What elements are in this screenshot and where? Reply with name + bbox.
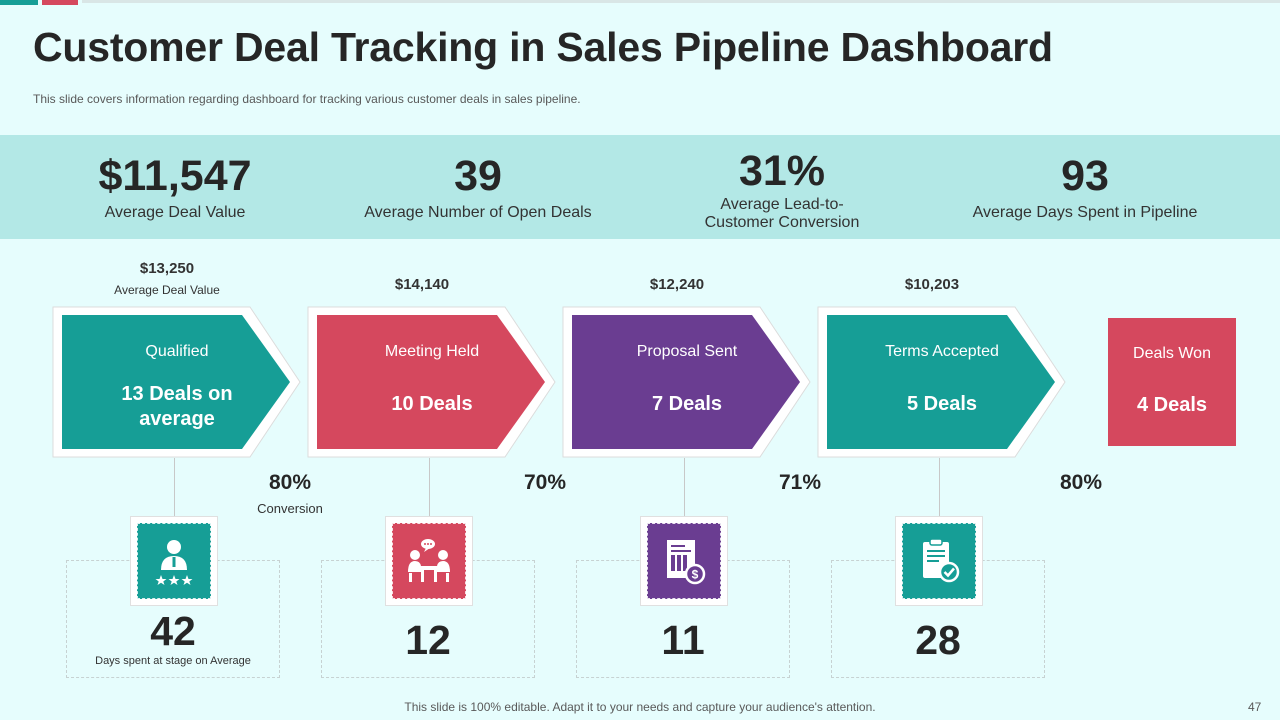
stage-deals: 13 Deals on average (121, 383, 233, 430)
conversion-label: Conversion (257, 501, 323, 516)
kpi-label: Average Number of Open Deals (364, 204, 592, 221)
page-number: 47 (1248, 700, 1262, 714)
stage-icon-frame (130, 516, 218, 606)
deals-won-count: 4 Deals (1136, 394, 1208, 416)
arrow-shape (817, 306, 1066, 458)
top-accent-line (82, 0, 1280, 3)
stage-deals: 5 Deals (906, 393, 978, 415)
stage-arrow-terms-accepted: Terms Accepted 5 Deals (817, 306, 1067, 458)
page-title: Customer Deal Tracking in Sales Pipeline… (33, 24, 1053, 70)
deals-won-box: Deals Won 4 Deals (1108, 318, 1236, 446)
approved-document-icon (902, 523, 976, 599)
kpi-lead-conversion: 31% Average Lead-to- Customer Conversion (632, 150, 932, 233)
stage-icon-frame: $ (640, 516, 728, 606)
stage-icon-frame (385, 516, 473, 606)
conversion-rate-4: 80% (1059, 471, 1103, 494)
stage-arrow-qualified: Qualified 13 Deals on average (52, 306, 302, 458)
businessman-rating-icon (137, 523, 211, 599)
days-label: Days spent at stage on Average (95, 655, 251, 667)
top-accent-teal (0, 0, 38, 5)
kpi-value: $11,547 (98, 152, 252, 200)
arrow-shape (52, 306, 301, 458)
connector-line (684, 458, 685, 518)
kpi-label: Average Lead-to- Customer Conversion (704, 196, 860, 232)
kpi-band: $11,547 Average Deal Value 39 Average Nu… (0, 135, 1280, 239)
kpi-label: Average Days Spent in Pipeline (972, 204, 1198, 221)
connector-line (174, 458, 175, 518)
kpi-label: Average Deal Value (104, 204, 246, 221)
kpi-value: 93 (1061, 152, 1109, 200)
meeting-table-icon (392, 523, 466, 599)
days-value-meeting: 12 (405, 617, 451, 663)
stage-name: Proposal Sent (636, 343, 738, 360)
page-subtitle: This slide covers information regarding … (33, 92, 581, 106)
stage-deals: 10 Deals (391, 393, 473, 415)
conversion-rate-1: 80% (268, 471, 312, 494)
proposal-document-icon: $ (647, 523, 721, 599)
footer-note: This slide is 100% editable. Adapt it to… (404, 700, 876, 714)
stage-name: Terms Accepted (885, 343, 999, 360)
svg-text:$: $ (692, 568, 699, 582)
deals-won-name: Deals Won (1133, 345, 1211, 362)
days-value-proposal: 11 (661, 617, 705, 663)
connector-line (429, 458, 430, 518)
arrow-shape (562, 306, 811, 458)
arrow-shape (307, 306, 556, 458)
kpi-open-deals: 39 Average Number of Open Deals (328, 155, 628, 222)
days-value-terms: 28 (915, 617, 961, 663)
stage-name: Meeting Held (384, 343, 480, 360)
days-value-qualified: 42 (150, 608, 196, 654)
kpi-value: 39 (454, 152, 502, 200)
kpi-average-deal-value: $11,547 Average Deal Value (25, 155, 325, 222)
stage-name: Qualified (145, 343, 209, 360)
stage-avg-value-terms: $10,203 (904, 276, 960, 293)
stage-avg-value-label: Average Deal Value (114, 283, 220, 297)
stage-arrow-proposal-sent: Proposal Sent 7 Deals (562, 306, 812, 458)
stage-icon-frame (895, 516, 983, 606)
conversion-rate-2: 70% (523, 471, 567, 494)
conversion-rate-3: 71% (778, 471, 822, 494)
kpi-days-in-pipeline: 93 Average Days Spent in Pipeline (935, 155, 1235, 222)
kpi-value: 31% (738, 147, 826, 195)
connector-line (939, 458, 940, 518)
stage-avg-value-qualified: $13,250 (139, 260, 195, 277)
stage-avg-value-proposal: $12,240 (649, 276, 705, 293)
top-accent-red (42, 0, 78, 5)
stage-avg-value-meeting: $14,140 (394, 276, 450, 293)
stage-deals: 7 Deals (651, 393, 723, 415)
stage-arrow-meeting-held: Meeting Held 10 Deals (307, 306, 557, 458)
